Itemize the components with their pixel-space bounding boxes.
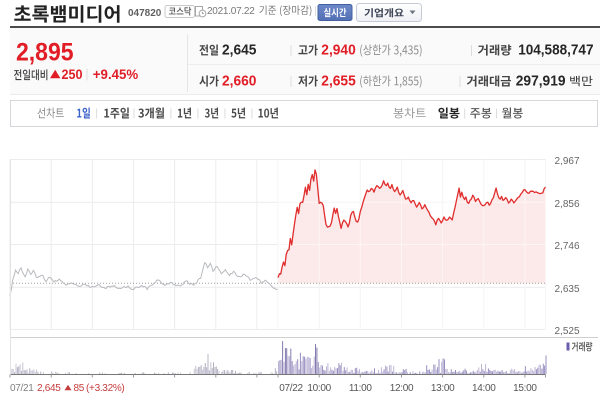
svg-text:14:00: 14:00	[472, 383, 496, 394]
svg-text:2,967: 2,967	[555, 156, 580, 167]
svg-text:2,635: 2,635	[555, 284, 580, 295]
svg-text:2,940: 2,940	[321, 41, 356, 57]
svg-text:2,655: 2,655	[321, 72, 356, 88]
svg-text:2,525: 2,525	[555, 326, 580, 337]
svg-text:10:00: 10:00	[307, 383, 331, 394]
svg-text:15:00: 15:00	[513, 383, 537, 394]
svg-text:07/21: 07/21	[10, 383, 34, 394]
svg-text:297,919: 297,919	[516, 72, 566, 88]
svg-text:+9.45%: +9.45%	[93, 67, 138, 82]
svg-text:07/22: 07/22	[279, 383, 303, 394]
svg-text:13:00: 13:00	[431, 383, 455, 394]
svg-text:104,588,747: 104,588,747	[518, 41, 593, 58]
svg-text:2,645: 2,645	[37, 383, 61, 394]
svg-text:2,856: 2,856	[555, 199, 580, 210]
svg-text:2,660: 2,660	[222, 72, 257, 88]
svg-text:2,895: 2,895	[16, 39, 74, 67]
svg-text:047820: 047820	[128, 8, 162, 19]
svg-text:2,645: 2,645	[222, 41, 257, 57]
svg-text:11:00: 11:00	[349, 383, 373, 394]
svg-text:85: 85	[74, 383, 85, 394]
svg-text:12:00: 12:00	[390, 383, 414, 394]
svg-text:250: 250	[62, 66, 83, 82]
svg-text:(+3.32%): (+3.32%)	[86, 383, 124, 394]
svg-text:2021.07.22: 2021.07.22	[207, 6, 255, 17]
svg-text:2,746: 2,746	[555, 241, 580, 252]
